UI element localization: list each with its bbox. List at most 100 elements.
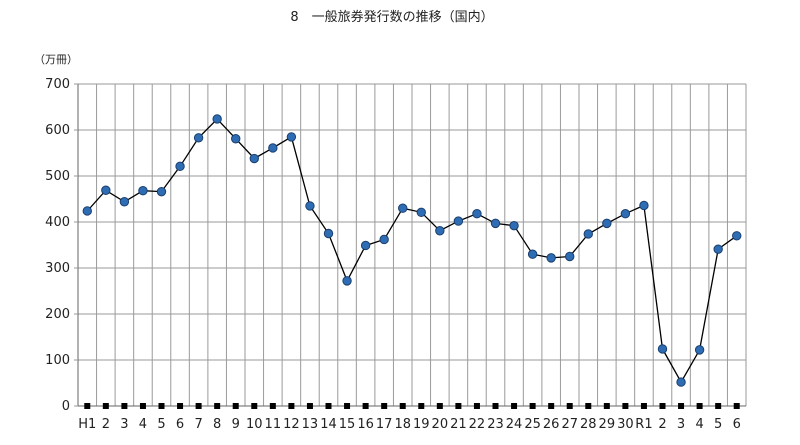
data-point (453, 216, 464, 226)
x-tick-label: 29 (599, 417, 616, 432)
data-point (565, 251, 575, 262)
y-tick-label: 300 (45, 261, 70, 276)
data-point (175, 161, 185, 172)
data-point-square (399, 403, 406, 409)
data-point (342, 276, 352, 286)
x-tick-label: 25 (524, 417, 541, 432)
x-tick-label: 6 (733, 417, 741, 432)
x-tick-label: 12 (283, 417, 300, 432)
data-point-square (418, 403, 425, 409)
y-tick-label: 600 (45, 123, 70, 138)
data-point (416, 207, 426, 218)
x-tick-label: 3 (677, 417, 685, 432)
data-point-square (529, 403, 536, 409)
x-tick-label: 6 (176, 417, 184, 432)
data-point (583, 229, 593, 239)
x-tick-label: 11 (265, 417, 282, 432)
data-point-square (622, 403, 629, 409)
unit-label: （万冊） (34, 53, 78, 66)
data-point (231, 134, 241, 144)
data-point (527, 249, 538, 259)
data-point (398, 203, 408, 213)
x-tick-label: 24 (506, 417, 523, 432)
data-point (435, 226, 445, 236)
x-tick-label: R1 (635, 417, 652, 432)
data-point-square (381, 403, 388, 409)
data-point-square (325, 403, 332, 409)
data-point (639, 200, 649, 211)
series-0 (82, 114, 742, 387)
data-point-square (436, 403, 443, 409)
y-tick-label: 0 (62, 399, 70, 414)
x-tick-label: 28 (580, 417, 597, 432)
x-tick-label: 16 (357, 417, 374, 432)
data-point (212, 114, 222, 124)
y-tick-label: 500 (45, 169, 70, 184)
data-point-square (139, 403, 146, 409)
x-tick-label: 17 (376, 417, 393, 432)
data-point-square (158, 403, 165, 409)
data-point (360, 240, 371, 251)
x-tick-label: 5 (714, 417, 722, 432)
data-point-square (715, 403, 722, 409)
x-tick-label: 2 (102, 417, 110, 432)
x-tick-label: 3 (120, 417, 128, 432)
x-tick-label: 13 (302, 417, 319, 432)
data-point (602, 218, 612, 229)
data-point-square (214, 403, 221, 409)
data-point (657, 344, 668, 354)
y-tick-label: 200 (45, 307, 70, 322)
x-tick-label: 26 (543, 417, 560, 432)
data-point-square (84, 403, 91, 409)
x-tick-label: 2 (658, 417, 666, 432)
x-tick-label: 19 (413, 417, 430, 432)
data-point-square (733, 403, 740, 409)
data-point (490, 218, 501, 229)
x-tick-label: 8 (213, 417, 221, 432)
y-axis: 0 100 200 300 400 500 600 700 (45, 77, 78, 414)
x-tick-label: 4 (695, 417, 703, 432)
data-point-square (585, 403, 592, 409)
chart-title: 8 一般旅券発行数の推移（国内） (290, 9, 493, 25)
x-tick-label: 15 (339, 417, 356, 432)
data-point (156, 186, 167, 197)
data-point (138, 186, 148, 196)
data-point-square (678, 403, 685, 409)
data-point (379, 234, 389, 245)
x-tick-label: H1 (78, 417, 96, 432)
data-point (286, 132, 297, 142)
data-point (694, 345, 705, 355)
data-point-square (548, 403, 555, 409)
data-point (305, 201, 315, 211)
data-point-square (232, 403, 239, 409)
data-point-square (306, 403, 313, 409)
data-point-square (473, 403, 480, 409)
data-point-square (566, 403, 573, 409)
data-point (249, 153, 259, 164)
data-point-square (455, 403, 462, 409)
data-point-square (344, 403, 351, 409)
data-point (119, 197, 130, 207)
series (82, 114, 742, 409)
y-tick-label: 400 (45, 215, 70, 230)
x-tick-label: 30 (617, 417, 634, 432)
x-tick-label: 21 (450, 417, 467, 432)
x-tick-label: 9 (232, 417, 240, 432)
data-point-square (640, 403, 647, 409)
x-axis: H1 2 3 4 5 6 7 8 9 10 11 12 13 14 15 16 17 18 19 20 21 22 23 24… (78, 417, 741, 432)
data-point (509, 220, 519, 231)
data-point-square (195, 403, 202, 409)
x-tick-label: 22 (469, 417, 486, 432)
data-point-square (362, 403, 369, 409)
data-point (82, 206, 92, 216)
data-point-square (269, 403, 276, 409)
x-tick-label: 20 (432, 417, 449, 432)
data-point (472, 209, 482, 219)
data-point (268, 143, 278, 153)
data-point-square (603, 403, 610, 409)
x-tick-label: 7 (194, 417, 202, 432)
data-point-square (696, 403, 703, 409)
data-point-square (251, 403, 258, 409)
x-tick-label: 5 (157, 417, 165, 432)
